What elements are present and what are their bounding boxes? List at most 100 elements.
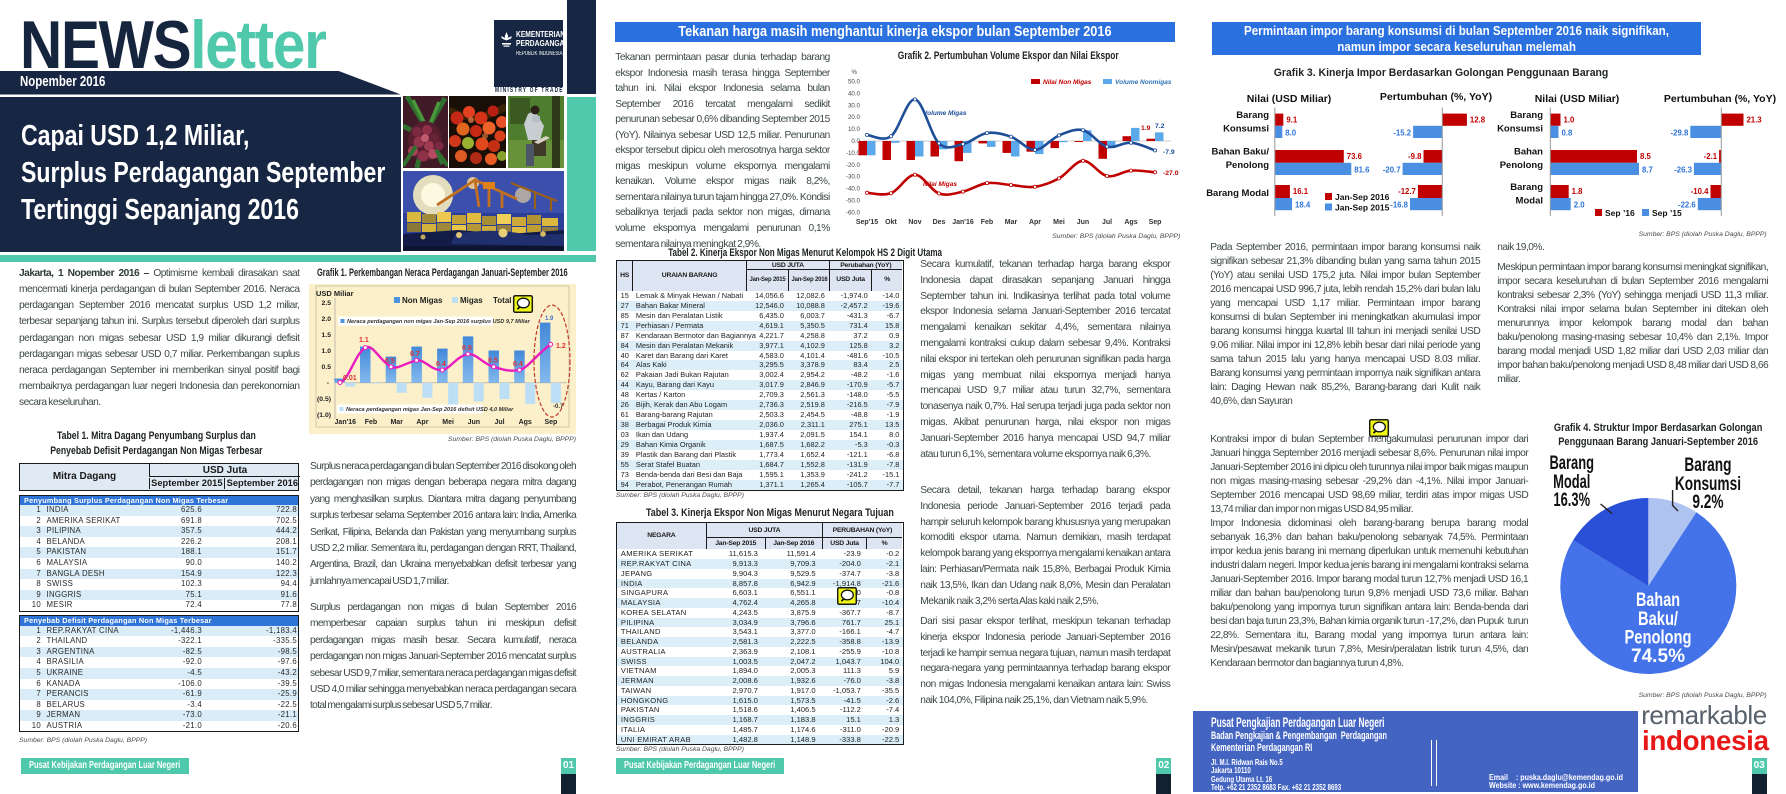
svg-text:Jan-Sep 2016: Jan-Sep 2016 xyxy=(1335,192,1390,202)
svg-text:-40.0: -40.0 xyxy=(846,186,861,193)
svg-text:Ags: Ags xyxy=(519,419,532,426)
svg-text:Barang: Barang xyxy=(1236,110,1269,121)
svg-text:2.0: 2.0 xyxy=(1574,201,1586,210)
svg-text:Des: Des xyxy=(933,219,946,226)
svg-text:40.0: 40.0 xyxy=(848,90,861,97)
svg-text:2.5: 2.5 xyxy=(322,300,332,307)
svg-text:Mar: Mar xyxy=(390,419,403,426)
svg-text:Mar: Mar xyxy=(1005,219,1018,226)
svg-text:Feb: Feb xyxy=(365,419,377,426)
svg-text:Nilai Migas: Nilai Migas xyxy=(923,181,957,188)
svg-text:Nov: Nov xyxy=(909,219,922,226)
svg-text:12.8: 12.8 xyxy=(1470,116,1486,125)
svg-text:0.8: 0.8 xyxy=(1562,128,1574,137)
svg-text:Penolong: Penolong xyxy=(1624,628,1691,649)
svg-text:30.0: 30.0 xyxy=(848,102,861,109)
svg-text:-20.0: -20.0 xyxy=(846,162,861,169)
svg-text:Neraca perdagangan migas Jan-S: Neraca perdagangan migas Jan-Sep 2016 de… xyxy=(346,407,514,413)
svg-text:Nilai (USD Miliar): Nilai (USD Miliar) xyxy=(1247,93,1332,105)
svg-text:Sep: Sep xyxy=(544,419,557,426)
svg-text:Jun: Jun xyxy=(468,419,480,426)
svg-text:Ags: Ags xyxy=(1125,219,1138,226)
svg-text:2.0: 2.0 xyxy=(322,316,332,323)
svg-text:-9.8: -9.8 xyxy=(1408,152,1422,161)
svg-text:Non Migas: Non Migas xyxy=(402,296,443,305)
svg-text:Jan'16: Jan'16 xyxy=(335,419,357,426)
svg-text:-27.0: -27.0 xyxy=(1163,170,1179,177)
svg-text:Barang: Barang xyxy=(1510,110,1543,121)
svg-text:Nilai (USD Miliar): Nilai (USD Miliar) xyxy=(1535,93,1620,105)
svg-text:Penolong: Penolong xyxy=(1500,160,1543,171)
svg-text:0.9: 0.9 xyxy=(462,345,472,352)
svg-text:0.7: 0.7 xyxy=(410,351,420,358)
svg-text:20.0: 20.0 xyxy=(848,114,861,121)
svg-text:Apr: Apr xyxy=(1029,219,1041,226)
svg-text:-30.0: -30.0 xyxy=(846,174,861,181)
svg-text:Okt: Okt xyxy=(885,219,897,226)
svg-text:7.2: 7.2 xyxy=(1155,123,1165,130)
svg-text:Jan'16: Jan'16 xyxy=(953,219,975,226)
svg-text:(1.0): (1.0) xyxy=(317,412,331,419)
svg-text:1.2: 1.2 xyxy=(556,343,566,350)
svg-text:0.4: 0.4 xyxy=(436,361,446,368)
svg-text:0.5: 0.5 xyxy=(488,358,498,365)
svg-text:21.3: 21.3 xyxy=(1747,116,1763,125)
svg-text:-2.1: -2.1 xyxy=(1704,152,1718,161)
svg-text:74.5%: 74.5% xyxy=(1631,646,1685,667)
svg-text:1.5: 1.5 xyxy=(322,332,332,339)
svg-text:Neraca perdagangan non migas J: Neraca perdagangan non migas Jan-Sep 201… xyxy=(347,319,531,325)
svg-text:Barang Modal: Barang Modal xyxy=(1206,188,1269,199)
svg-text:0.4: 0.4 xyxy=(513,361,523,368)
svg-text:-29.8: -29.8 xyxy=(1671,128,1689,137)
svg-text:81.6: 81.6 xyxy=(1354,165,1370,174)
svg-text:73.6: 73.6 xyxy=(1347,152,1363,161)
svg-text:Jun: Jun xyxy=(1077,219,1089,226)
svg-text:Jul: Jul xyxy=(494,419,504,426)
svg-text:USD Miliar: USD Miliar xyxy=(316,289,354,298)
svg-text:Pertumbuhan (%, YoY): Pertumbuhan (%, YoY) xyxy=(1664,93,1776,105)
svg-text:Konsumsi: Konsumsi xyxy=(1223,124,1269,135)
svg-text:50.0: 50.0 xyxy=(848,79,861,86)
svg-text:-7.9: -7.9 xyxy=(1163,149,1175,156)
svg-text:16.1: 16.1 xyxy=(1293,187,1309,196)
svg-text:Sep'15: Sep'15 xyxy=(856,219,878,226)
svg-text:-26.3: -26.3 xyxy=(1674,165,1692,174)
svg-text:Jan-Sep 2015: Jan-Sep 2015 xyxy=(1335,203,1390,213)
svg-text:-22.6: -22.6 xyxy=(1678,201,1696,210)
svg-text:Bahan Baku/: Bahan Baku/ xyxy=(1212,147,1270,158)
svg-text:8.7: 8.7 xyxy=(1642,165,1653,174)
svg-text:Apr: Apr xyxy=(416,419,428,426)
svg-text:-10.4: -10.4 xyxy=(1691,187,1709,196)
svg-text:Penolong: Penolong xyxy=(1226,160,1269,171)
svg-text:-: - xyxy=(327,380,329,387)
svg-text:Mei: Mei xyxy=(442,419,454,426)
svg-text:Pertumbuhan (%, YoY): Pertumbuhan (%, YoY) xyxy=(1380,91,1492,103)
svg-text:-12.7: -12.7 xyxy=(1398,187,1416,196)
svg-text:-16.8: -16.8 xyxy=(1390,201,1408,210)
svg-text:1.0: 1.0 xyxy=(1564,116,1576,125)
svg-text:18.4: 18.4 xyxy=(1295,201,1311,210)
svg-text:Barang: Barang xyxy=(1510,182,1543,193)
svg-text:Sep ’16: Sep ’16 xyxy=(1605,208,1635,218)
svg-text:Feb: Feb xyxy=(981,219,993,226)
svg-text:Sep: Sep xyxy=(1149,219,1162,226)
svg-text:Nilai Non Migas: Nilai Non Migas xyxy=(1043,79,1092,86)
svg-text:(0.5): (0.5) xyxy=(317,396,331,403)
svg-text:Total: Total xyxy=(493,296,512,305)
svg-text:0.5: 0.5 xyxy=(385,358,395,365)
svg-text:Volume Nonmigas: Volume Nonmigas xyxy=(1115,79,1172,86)
svg-text:9.1: 9.1 xyxy=(1287,116,1299,125)
svg-text:1.1: 1.1 xyxy=(359,337,369,344)
svg-text:0.5: 0.5 xyxy=(322,364,332,371)
svg-text:-10.0: -10.0 xyxy=(846,150,861,157)
svg-text:-50.0: -50.0 xyxy=(846,198,861,205)
svg-text:1.9: 1.9 xyxy=(545,316,554,322)
svg-text:Modal: Modal xyxy=(1516,196,1543,207)
svg-text:8.5: 8.5 xyxy=(1640,152,1652,161)
svg-text:-60.0: -60.0 xyxy=(846,209,861,216)
svg-text:Migas: Migas xyxy=(460,296,483,305)
svg-text:Bahan: Bahan xyxy=(1514,147,1543,158)
svg-text:Bahan: Bahan xyxy=(1636,590,1680,611)
svg-text:Sep ’15: Sep ’15 xyxy=(1652,208,1682,218)
svg-text:%: % xyxy=(852,69,858,76)
